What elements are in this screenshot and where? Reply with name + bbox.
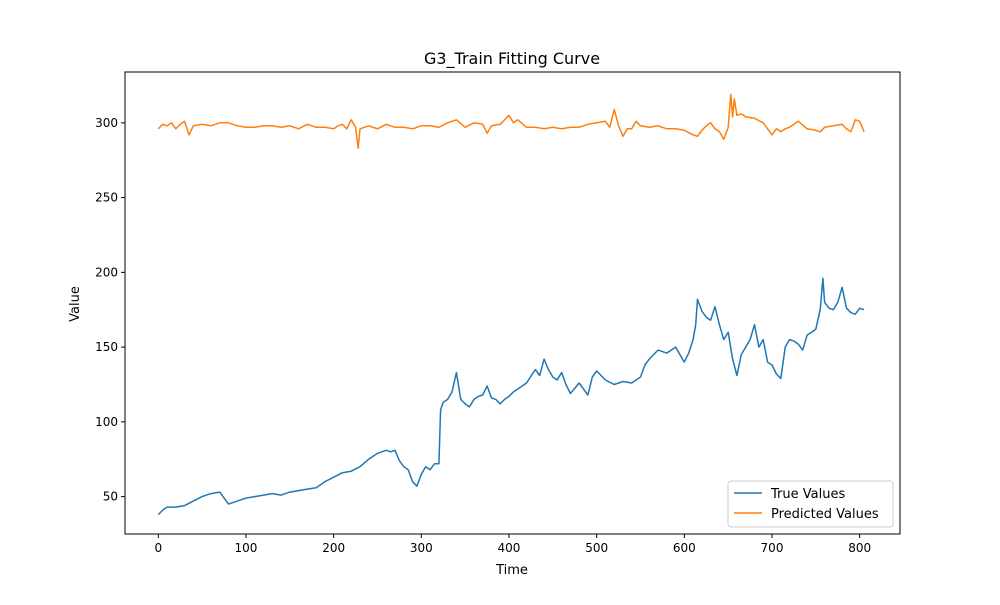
axes-frame xyxy=(124,71,901,535)
y-tick-label: 50 xyxy=(103,490,118,504)
x-tick-label: 200 xyxy=(322,541,345,555)
y-tick-label: 100 xyxy=(95,415,118,429)
x-tick-label: 0 xyxy=(154,541,162,555)
legend-box xyxy=(727,480,894,528)
y-tick-label: 200 xyxy=(95,265,118,279)
x-tick-label: 600 xyxy=(673,541,696,555)
y-tick-label: 250 xyxy=(95,191,118,205)
x-tick-label: 800 xyxy=(848,541,871,555)
y-tick-label: 300 xyxy=(95,116,118,130)
x-tick-label: 100 xyxy=(235,541,258,555)
legend-label-1: True Values xyxy=(770,487,845,502)
y-tick-label: 150 xyxy=(95,340,118,354)
x-tick-label: 400 xyxy=(498,541,521,555)
plot-area: 0 100 200 300 400 500 600 700 800 50 100 150 200 250 3… xyxy=(95,71,901,555)
legend-label-2: Predicted Values xyxy=(771,507,879,522)
series-line-1 xyxy=(157,277,865,516)
x-tick-label: 300 xyxy=(410,541,433,555)
y-axis-label: Value xyxy=(68,286,83,322)
x-axis-label: Time xyxy=(495,563,528,578)
chart-title: G3_Train Fitting Curve xyxy=(424,49,600,69)
x-tick-label: 500 xyxy=(585,541,608,555)
series-line-2 xyxy=(157,93,865,150)
x-tick-label: 700 xyxy=(761,541,784,555)
